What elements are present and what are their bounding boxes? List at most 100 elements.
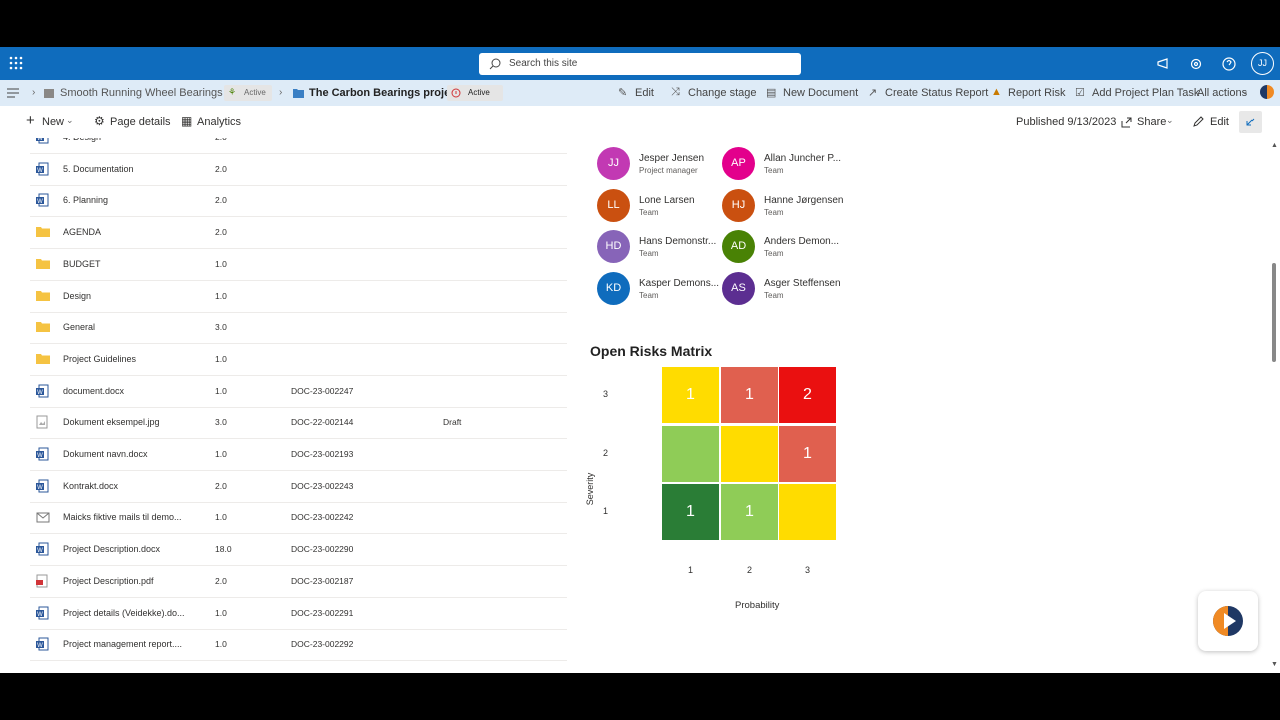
file-name[interactable]: Dokument eksempel.jpg: [63, 417, 160, 428]
file-row[interactable]: [30, 185, 567, 218]
file-row[interactable]: [30, 312, 567, 345]
file-row[interactable]: [30, 439, 567, 471]
matrix-cell[interactable]: 1: [779, 426, 836, 482]
file-row[interactable]: [30, 471, 567, 503]
file-name[interactable]: Design: [63, 290, 92, 301]
action-button[interactable]: Create Status Report: [885, 87, 989, 99]
file-cell: 1.0: [215, 639, 227, 650]
file-icon: W: [36, 384, 49, 403]
file-cell: 3.0: [215, 417, 227, 428]
command-button[interactable]: New: [42, 116, 65, 128]
avatar: HJ: [722, 188, 755, 222]
file-row[interactable]: [30, 217, 567, 250]
assistant-button[interactable]: [1198, 591, 1258, 651]
member-name[interactable]: Anders Demon...: [764, 236, 840, 247]
action-button[interactable]: New Document: [783, 87, 859, 99]
file-cell: DOC-23-002290: [291, 544, 354, 555]
matrix-cell[interactable]: 1: [721, 484, 778, 540]
matrix-cell[interactable]: 1: [662, 484, 719, 540]
action-icon: ▲: [991, 86, 1002, 98]
user-avatar[interactable]: JJ: [1251, 52, 1274, 75]
file-row[interactable]: [30, 534, 567, 567]
severity-label: 3: [603, 389, 609, 399]
search-icon: [489, 58, 501, 70]
matrix-cell[interactable]: 1: [721, 367, 778, 423]
scrollbar[interactable]: ▲ ▼: [1271, 142, 1278, 668]
svg-text:W: W: [37, 390, 43, 396]
file-row[interactable]: [30, 344, 567, 376]
file-row[interactable]: [30, 138, 567, 154]
file-name[interactable]: 6. Planning: [63, 195, 109, 206]
collapse-button[interactable]: [1239, 111, 1262, 133]
file-name[interactable]: 4. Design: [63, 138, 101, 142]
member-name[interactable]: Kasper Demons...: [639, 277, 720, 289]
file-cell: Draft: [443, 417, 462, 428]
chevron: ⌄: [66, 115, 74, 125]
file-name[interactable]: Project Guidelines: [63, 353, 137, 364]
severity-label: 2: [603, 448, 609, 458]
file-name[interactable]: 5. Documentation: [63, 163, 134, 174]
file-cell: DOC-23-002193: [291, 449, 354, 459]
file-name[interactable]: BUDGET: [63, 258, 101, 269]
file-cell: 2.0: [215, 227, 227, 238]
action-button[interactable]: Edit: [635, 87, 654, 99]
file-row[interactable]: [30, 502, 567, 535]
file-cell: 1.0: [215, 258, 227, 269]
file-row[interactable]: [30, 376, 567, 408]
member-name[interactable]: Lone Larsen: [639, 194, 695, 206]
matrix-cell[interactable]: [721, 426, 778, 482]
suite-icons[interactable]: [1155, 56, 1245, 72]
member-role: Team: [764, 207, 784, 217]
file-icon: [36, 415, 48, 434]
action-button[interactable]: All actions: [1197, 87, 1248, 99]
command-button[interactable]: Analytics: [197, 116, 242, 128]
action-icon: ⤨: [671, 86, 680, 98]
member-name[interactable]: Jesper Jensen: [639, 153, 705, 164]
status-icon: [451, 88, 461, 98]
file-row[interactable]: [30, 281, 567, 313]
file-row[interactable]: [30, 407, 567, 440]
file-name[interactable]: Project details (Veidekke).do...: [63, 607, 185, 618]
file-row[interactable]: [30, 566, 567, 598]
file-row[interactable]: [30, 154, 567, 186]
file-name[interactable]: document.docx: [63, 385, 125, 396]
file-name[interactable]: Kontrakt.docx: [63, 480, 119, 491]
action-button[interactable]: Change stage: [688, 87, 757, 99]
search-box[interactable]: Search this site: [479, 53, 801, 75]
member-name[interactable]: Asger Steffensen: [764, 277, 841, 289]
file-name[interactable]: Project management report....: [63, 639, 183, 650]
file-cell: 2.0: [215, 480, 227, 491]
file-name[interactable]: AGENDA: [63, 227, 102, 238]
file-row[interactable]: [30, 249, 567, 281]
app-launcher[interactable]: [9, 56, 23, 70]
published: Published 9/13/2023: [1016, 116, 1117, 128]
file-name[interactable]: Dokument navn.docx: [63, 449, 148, 459]
matrix-cell[interactable]: 1: [662, 367, 719, 423]
chevron: ⌄: [1166, 115, 1174, 125]
file-name[interactable]: Maicks fiktive mails til demo...: [63, 512, 182, 523]
share-button[interactable]: Share: [1137, 116, 1167, 128]
matrix-cell[interactable]: [779, 484, 836, 540]
action-button[interactable]: Add Project Plan Task: [1092, 87, 1200, 99]
file-cell: 2.0: [215, 163, 227, 174]
member-name[interactable]: Allan Juncher P...: [764, 153, 842, 164]
project-link[interactable]: The Carbon Bearings project: [309, 87, 460, 99]
file-row[interactable]: [30, 629, 567, 662]
edit-button[interactable]: Edit: [1210, 116, 1229, 128]
nav-icon[interactable]: [7, 87, 21, 99]
file-name[interactable]: Project Description.docx: [63, 544, 161, 555]
file-row[interactable]: [30, 598, 567, 630]
matrix-cell[interactable]: 2: [779, 367, 836, 423]
site-link[interactable]: Smooth Running Wheel Bearings Inc.: [60, 87, 244, 99]
member-name[interactable]: Hans Demonstr...: [639, 236, 717, 247]
action-button[interactable]: Report Risk: [1008, 87, 1066, 99]
file-cell: DOC-23-002187: [291, 575, 354, 586]
share-icon: [1121, 117, 1132, 128]
matrix-cell[interactable]: [662, 426, 719, 482]
member-role: Team: [764, 290, 784, 300]
avatar: AD: [722, 230, 755, 263]
file-name[interactable]: General: [63, 322, 96, 333]
command-button[interactable]: Page details: [110, 116, 171, 128]
file-name[interactable]: Project Description.pdf: [63, 575, 154, 586]
member-name[interactable]: Hanne Jørgensen: [764, 194, 844, 206]
